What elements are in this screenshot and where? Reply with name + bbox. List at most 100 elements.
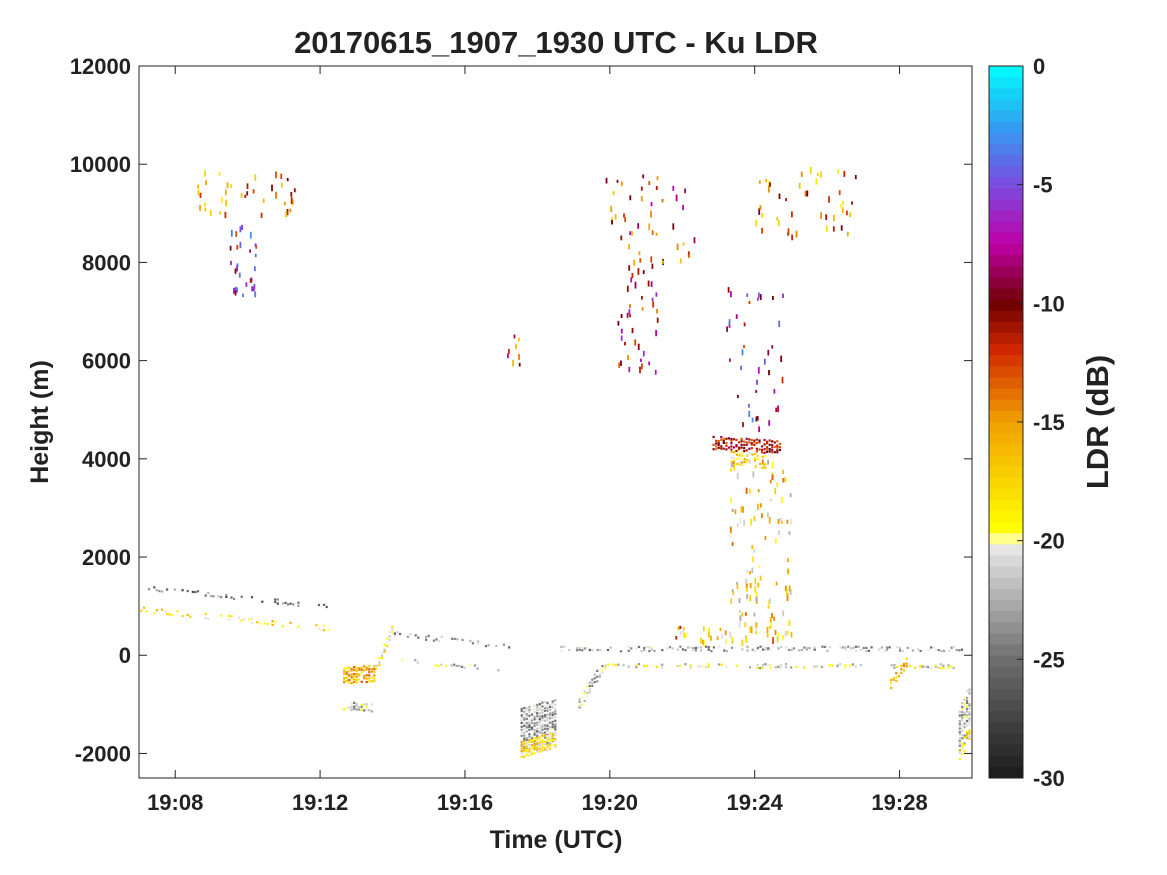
heatmap-cell — [791, 211, 793, 218]
heatmap-cell — [804, 190, 807, 197]
heatmap-cell — [348, 670, 351, 673]
heatmap-cell — [487, 644, 490, 647]
heatmap-cell — [536, 703, 539, 706]
heatmap-cell — [653, 649, 656, 652]
heatmap-cell — [620, 328, 623, 334]
heatmap-cell — [733, 459, 736, 462]
colorbar-segment — [989, 299, 1023, 312]
heatmap-cell — [651, 230, 654, 235]
heatmap-cell — [560, 649, 563, 652]
heatmap-cell — [758, 208, 761, 215]
heatmap-cell — [746, 459, 749, 462]
heatmap-cell — [892, 678, 895, 681]
heatmap-cell — [777, 665, 780, 668]
heatmap-cell — [249, 249, 251, 253]
heatmap-cell — [620, 335, 623, 341]
heatmap-cell — [445, 664, 448, 667]
heatmap-cell — [960, 648, 964, 651]
heatmap-cell — [779, 517, 782, 522]
x-axis-label: Time (UTC) — [490, 826, 623, 854]
colorbar-segment — [989, 377, 1023, 390]
heatmap-cell — [740, 437, 743, 440]
heatmap-cell — [525, 741, 528, 744]
heatmap-cell — [743, 519, 745, 527]
heatmap-cell — [728, 319, 731, 326]
heatmap-cell — [414, 659, 417, 662]
heatmap-cell — [753, 579, 756, 585]
heatmap-cell — [380, 651, 384, 654]
heatmap-cell — [963, 734, 966, 737]
heatmap-cell — [968, 707, 971, 710]
heatmap-cell — [764, 663, 767, 666]
heatmap-cell — [966, 735, 969, 738]
heatmap-cell — [745, 487, 748, 494]
heatmap-cell — [730, 291, 732, 298]
heatmap-cell — [520, 710, 523, 713]
heatmap-cell — [710, 635, 712, 641]
heatmap-cell — [635, 647, 638, 650]
heatmap-cell — [204, 612, 207, 616]
colorbar — [988, 65, 1024, 779]
heatmap-cell — [637, 223, 640, 229]
heatmap-cell — [708, 627, 710, 634]
heatmap-cell — [617, 663, 620, 666]
heatmap-cell — [546, 713, 549, 716]
heatmap-cell — [735, 445, 738, 448]
heatmap-cell — [601, 664, 604, 668]
heatmap-cell — [289, 208, 292, 213]
heatmap-cell — [757, 489, 760, 493]
heatmap-cell — [530, 719, 534, 722]
heatmap-cell — [730, 460, 733, 463]
heatmap-cell — [815, 178, 818, 185]
heatmap-cell — [730, 456, 733, 459]
heatmap-cell — [388, 639, 391, 642]
heatmap-cell — [250, 621, 254, 624]
heatmap-cell — [435, 638, 438, 641]
heatmap-cell — [898, 647, 902, 650]
heatmap-cell — [958, 724, 961, 727]
heatmap-cell — [851, 201, 853, 205]
heatmap-cell — [530, 726, 534, 729]
heatmap-cell — [546, 727, 549, 730]
heatmap-cell — [675, 194, 678, 202]
heatmap-cell — [761, 645, 765, 648]
heatmap-cell — [246, 183, 249, 190]
heatmap-cell — [755, 627, 758, 632]
heatmap-cell — [287, 603, 290, 606]
heatmap-cell — [784, 630, 787, 637]
heatmap-cell — [160, 608, 164, 611]
heatmap-cell — [650, 646, 653, 649]
heatmap-cell — [614, 664, 617, 667]
heatmap-cell — [468, 663, 471, 666]
heatmap-cell — [353, 666, 356, 669]
heatmap-cell — [634, 281, 637, 289]
heatmap-cell — [266, 623, 269, 626]
heatmap-cell — [968, 692, 971, 696]
heatmap-cell — [741, 639, 744, 646]
heatmap-cell — [533, 715, 536, 719]
heatmap-cell — [554, 719, 557, 722]
heatmap-cell — [274, 621, 277, 624]
heatmap-cell — [759, 294, 762, 301]
heatmap-cell — [729, 468, 732, 472]
heatmap-cell — [536, 742, 539, 745]
heatmap-cell — [854, 665, 857, 668]
heatmap-cell — [508, 348, 510, 354]
heatmap-cell — [963, 705, 966, 708]
heatmap-cell — [370, 667, 373, 671]
heatmap-cell — [750, 442, 753, 445]
heatmap-cell — [803, 646, 806, 649]
heatmap-cell — [551, 700, 554, 703]
heatmap-cell — [536, 730, 539, 733]
heatmap-cell — [761, 513, 763, 518]
heatmap-cell — [283, 201, 286, 206]
heatmap-cell — [759, 667, 762, 670]
heatmap-cell — [761, 666, 764, 669]
heatmap-cell — [926, 665, 929, 669]
heatmap-cell — [530, 737, 534, 740]
heatmap-cell — [274, 600, 277, 603]
heatmap-cell — [755, 438, 758, 441]
heatmap-cell — [654, 369, 657, 375]
heatmap-cell — [826, 649, 829, 652]
heatmap-cell — [902, 669, 906, 672]
